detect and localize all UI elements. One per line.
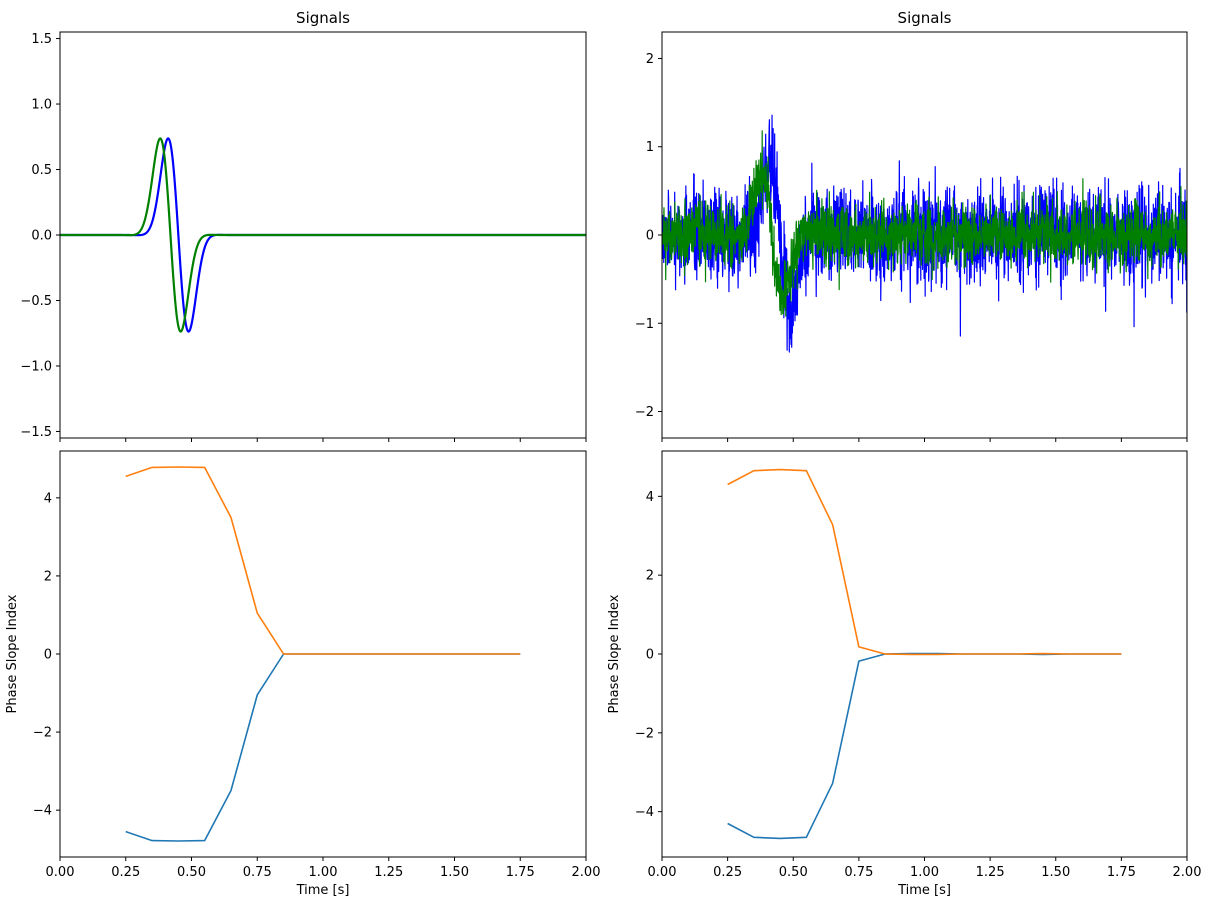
y-tick-label: 4 xyxy=(646,490,654,505)
x-tick-label: 1.00 xyxy=(309,865,338,880)
y-tick-label: −2 xyxy=(635,405,654,420)
y-tick-label: 2 xyxy=(646,52,654,67)
y-tick-label: −1.0 xyxy=(20,359,52,374)
y-tick-label: −1.5 xyxy=(20,425,52,440)
x-tick-label: 2.00 xyxy=(572,865,601,880)
y-tick-label: 0 xyxy=(44,648,52,663)
y-tick-label: 4 xyxy=(44,491,52,506)
y-tick-label: 0 xyxy=(646,229,654,244)
x-tick-label: 1.75 xyxy=(506,865,535,880)
series-line-top-left-1 xyxy=(60,137,586,333)
plot-area-top-left xyxy=(60,137,586,333)
x-tick-label: 0.75 xyxy=(844,865,873,880)
y-tick-label: −4 xyxy=(33,804,52,819)
x-tick-label: 2.00 xyxy=(1173,865,1202,880)
series-line-bottom-left-1 xyxy=(125,466,521,655)
plot-area-top-right xyxy=(662,114,1187,353)
x-tick-label: 1.25 xyxy=(976,865,1005,880)
series-line-top-right-1 xyxy=(662,130,1187,317)
x-tick-label: 0.75 xyxy=(243,865,272,880)
y-tick-label: −1 xyxy=(635,317,654,332)
y-tick-label: 0.5 xyxy=(31,163,52,178)
plot-area-bottom-right xyxy=(727,468,1122,840)
y-tick-label: −2 xyxy=(33,726,52,741)
subplot-top-left: −1.5 −1.0 −0.5 0.0 0.5 1.0 1.5 Signals xyxy=(20,9,587,442)
x-tick-label: 1.50 xyxy=(1041,865,1070,880)
y-tick-label: −0.5 xyxy=(20,294,52,309)
x-tick-label: 1.00 xyxy=(910,865,939,880)
x-tick-label: 1.50 xyxy=(440,865,469,880)
x-tick-label: 0.25 xyxy=(111,865,140,880)
x-tick-label: 0.50 xyxy=(779,865,808,880)
x-tick-label: 0.00 xyxy=(46,865,75,880)
y-tick-label: 0 xyxy=(646,648,654,663)
x-tick-label: 0.25 xyxy=(713,865,742,880)
y-tick-label: 1 xyxy=(646,140,654,155)
x-axis-label: Time [s] xyxy=(296,883,350,898)
subplot-title: Signals xyxy=(296,9,350,27)
y-tick-label: 0.0 xyxy=(31,229,52,244)
subplot-title: Signals xyxy=(898,9,952,27)
y-tick-label: 1.5 xyxy=(31,32,52,47)
series-line-top-right-0 xyxy=(662,114,1187,353)
y-axis-label: Phase Slope Index xyxy=(5,594,20,713)
x-tick-label: 0.00 xyxy=(648,865,677,880)
y-tick-label: 2 xyxy=(44,569,52,584)
x-tick-label: 0.50 xyxy=(177,865,206,880)
x-axis-label: Time [s] xyxy=(897,883,951,898)
y-tick-label: −4 xyxy=(635,805,654,820)
series-line-bottom-right-1 xyxy=(727,468,1122,656)
plot-area-bottom-left xyxy=(125,466,521,842)
subplot-bottom-right: 0.00 0.25 0.50 0.75 1.00 1.25 1.50 1.75 2.00 −4 −2… xyxy=(607,450,1202,898)
y-tick-label: −2 xyxy=(635,726,654,741)
y-tick-label: 2 xyxy=(646,569,654,584)
y-tick-label: 1.0 xyxy=(31,98,52,113)
x-tick-label: 1.25 xyxy=(374,865,403,880)
subplot-top-right: −2 −1 0 1 2 Signals xyxy=(635,9,1188,442)
x-tick-label: 1.75 xyxy=(1107,865,1136,880)
y-axis-label: Phase Slope Index xyxy=(607,594,622,713)
subplot-bottom-left: 0.00 0.25 0.50 0.75 1.00 1.25 1.50 1.75 2.00 −4 −2… xyxy=(5,450,601,898)
